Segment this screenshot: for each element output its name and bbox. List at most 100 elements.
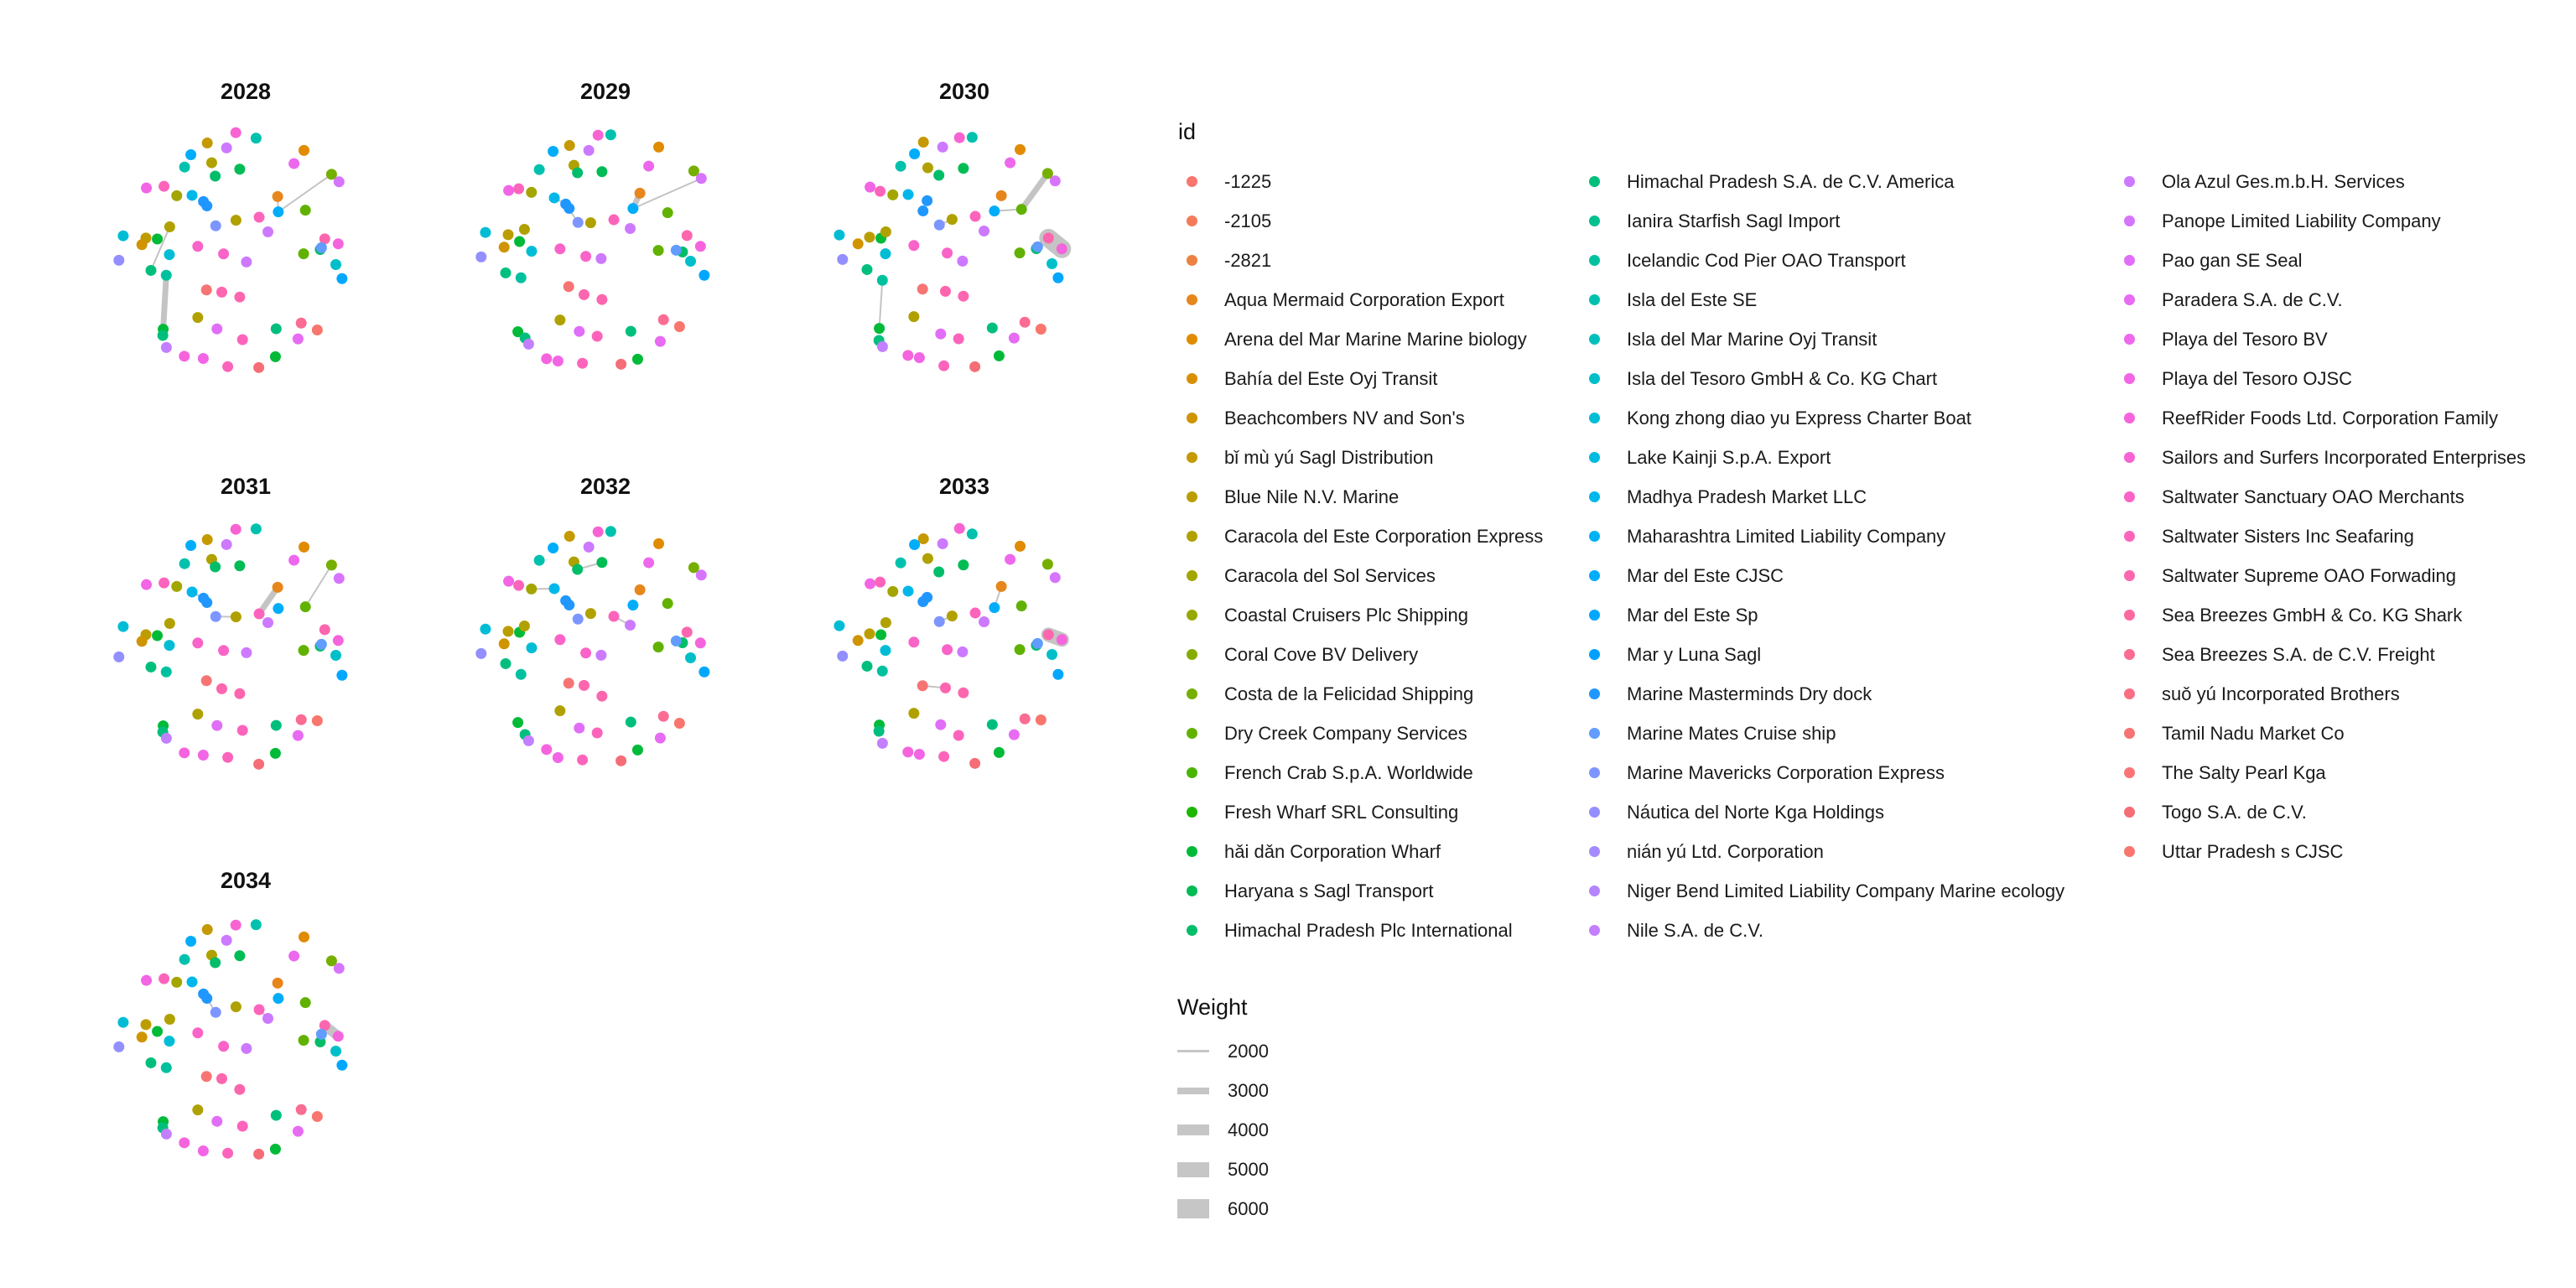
network-node [234, 688, 246, 699]
legend-color-key [2124, 452, 2135, 463]
network-node [179, 953, 190, 965]
network-node [333, 573, 345, 584]
network-node [315, 242, 327, 253]
network-node [933, 169, 945, 181]
facet-title: 2033 [939, 474, 989, 499]
legend-item: Uttar Pradesh s CJSC [2115, 832, 2526, 871]
network-node [160, 732, 172, 744]
network-node [192, 709, 204, 720]
network-node [325, 559, 337, 571]
legend-item: Aqua Mermaid Corporation Export [1177, 280, 1543, 319]
legend-item: Mar del Este CJSC [1580, 556, 2064, 595]
network-node [518, 621, 530, 632]
legend-item: Ola Azul Ges.m.b.H. Services [2115, 162, 2526, 201]
legend-item: Ianira Starfish Sagl Import [1580, 201, 2064, 241]
network-node [113, 1041, 125, 1052]
legend-color-key [2124, 688, 2135, 699]
legend-label: Kong zhong diao yu Express Charter Boat [1627, 407, 1971, 428]
legend-color-key [1187, 176, 1197, 187]
network-node [526, 246, 538, 257]
network-node [241, 256, 252, 267]
network-node [299, 541, 310, 553]
network-node [234, 1083, 246, 1095]
legend-item: suǒ yú Incorporated Brothers [2115, 674, 2526, 714]
legend-color-key [1187, 649, 1197, 660]
legend-color-key [2124, 176, 2135, 187]
network-node [1015, 540, 1026, 552]
legend-item: Sea Breezes S.A. de C.V. Freight [2115, 635, 2526, 674]
network-node [201, 924, 213, 936]
network-node [292, 1125, 304, 1137]
legend-item: Bahía del Este Oyj Transit [1177, 359, 1543, 398]
network-node [1056, 634, 1067, 646]
legend-label: Marine Masterminds Dry dock [1627, 683, 1872, 704]
network-node [197, 750, 209, 761]
legend-color-key [1589, 846, 1600, 857]
legend-label: Náutica del Norte Kga Holdings [1627, 801, 1884, 823]
network-node [210, 220, 221, 231]
legend-item: -1225 [1177, 162, 1543, 201]
legend-label: Haryana s Sagl Transport [1224, 880, 1434, 901]
legend-item: Marine Mates Cruise ship [1580, 714, 2064, 753]
network-node [958, 559, 969, 571]
network-node [958, 290, 969, 302]
network-node [913, 352, 925, 364]
network-node [270, 719, 282, 731]
network-node [332, 238, 344, 250]
network-node [262, 617, 274, 629]
network-node [584, 608, 596, 620]
network-node [475, 251, 487, 262]
network-node [591, 727, 603, 739]
network-node [933, 219, 945, 231]
network-node [160, 666, 172, 678]
network-node [572, 216, 584, 228]
legend-color-key [1589, 176, 1600, 187]
network-node [1031, 241, 1043, 252]
network-node [953, 522, 965, 534]
legend-label: Costa de la Felicidad Shipping [1224, 683, 1474, 704]
legend-color-key [1187, 334, 1197, 345]
network-node [216, 286, 227, 298]
legend-item: -2105 [1177, 201, 1543, 241]
network-node [902, 350, 914, 361]
network-node [218, 645, 230, 657]
id-legend-column: Himachal Pradesh S.A. de C.V. America Ian… [1580, 162, 2064, 950]
facet-title: 2030 [939, 79, 989, 104]
legend-label: Marine Mavericks Corporation Express [1627, 761, 1945, 783]
legend-item: French Crab S.p.A. Worldwide [1177, 753, 1543, 792]
network-node [311, 325, 323, 336]
network-edge [1018, 170, 1051, 213]
legend-label: Nile S.A. de C.V. [1627, 919, 1764, 941]
legend-label: Saltwater Supreme OAO Forwading [2162, 564, 2456, 586]
network-node [299, 601, 311, 613]
network-node [158, 180, 170, 192]
network-node [136, 636, 148, 647]
network-node [272, 581, 283, 593]
network-node [634, 584, 646, 595]
network-node [688, 165, 699, 177]
legend-color-key [1589, 491, 1600, 502]
network-node [157, 330, 169, 341]
facet-panel: 2032 [475, 474, 710, 766]
legend-label: Arena del Mar Marine Marine biology [1224, 328, 1527, 350]
network-node [880, 226, 891, 238]
network-node [694, 241, 706, 252]
legend-label: Saltwater Sanctuary OAO Merchants [2162, 486, 2464, 507]
legend-item: Himachal Pradesh S.A. de C.V. America [1580, 162, 2064, 201]
network-node [875, 629, 887, 641]
network-node [554, 634, 566, 646]
network-node [192, 312, 204, 324]
legend-label: Isla del Tesoro GmbH & Co. KG Chart [1627, 367, 1938, 389]
network-node [330, 650, 342, 662]
network-node [164, 640, 175, 652]
network-node [1015, 143, 1026, 155]
network-node [1031, 637, 1043, 649]
network-node [969, 757, 981, 769]
network-node [512, 326, 524, 338]
network-node [909, 148, 921, 159]
network-node [989, 602, 1000, 614]
legend-color-key [2124, 767, 2135, 778]
network-node [917, 680, 928, 692]
legend-color-key [1187, 688, 1197, 699]
network-node [299, 205, 311, 216]
